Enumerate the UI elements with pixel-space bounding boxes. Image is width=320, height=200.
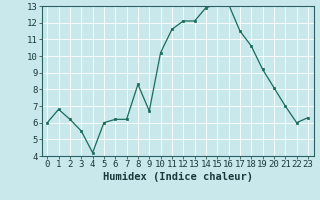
X-axis label: Humidex (Indice chaleur): Humidex (Indice chaleur): [103, 172, 252, 182]
